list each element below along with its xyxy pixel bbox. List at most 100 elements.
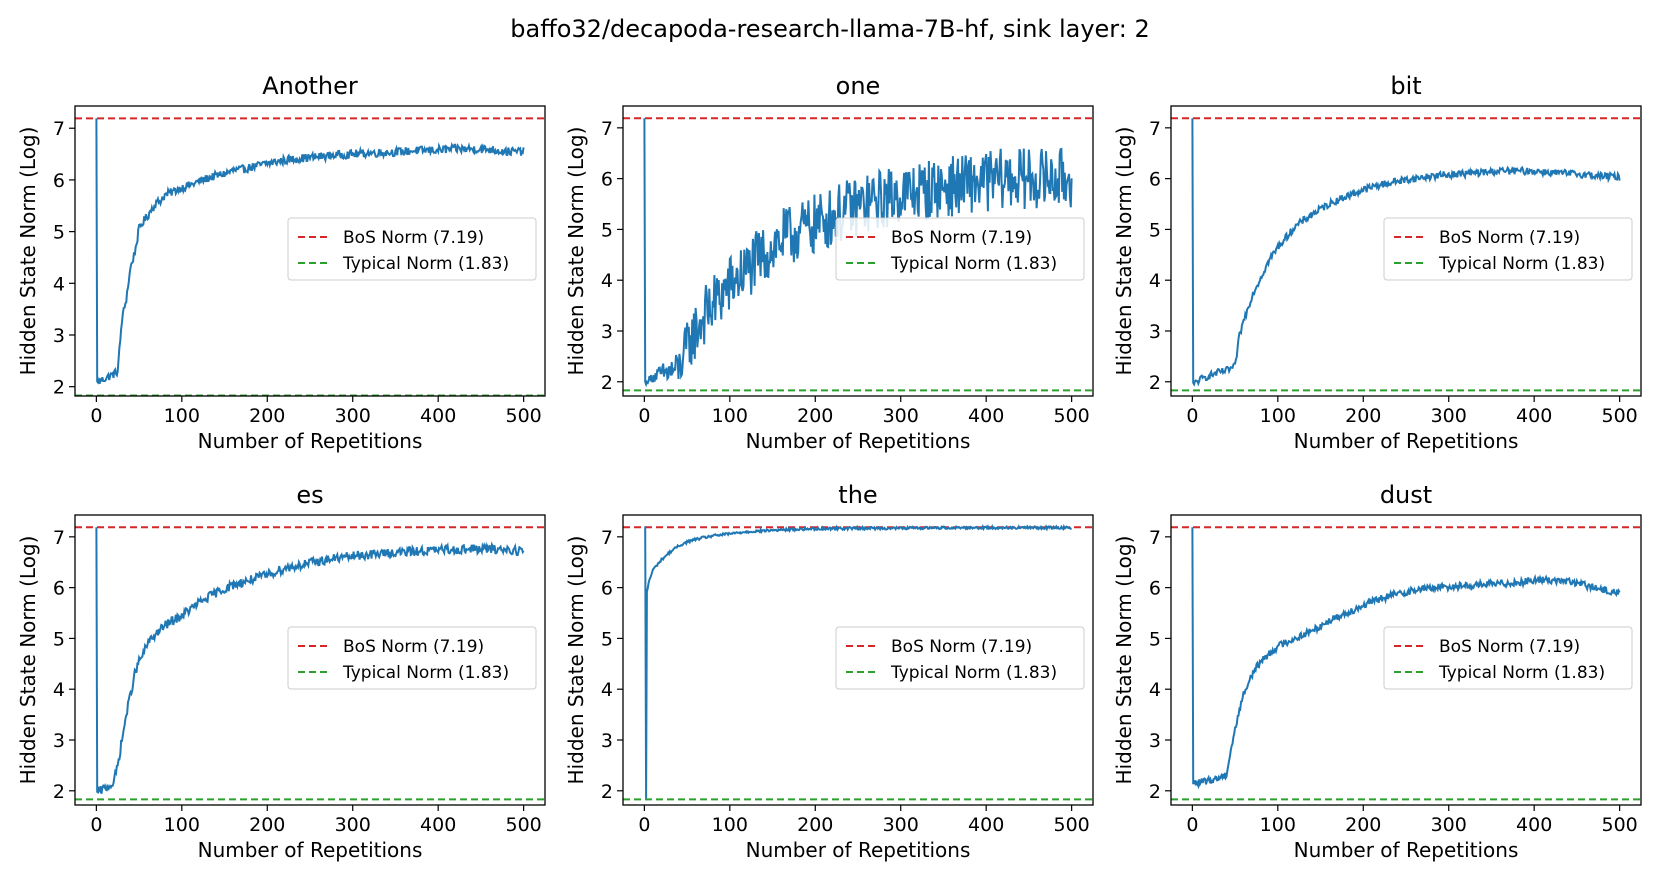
axes-frame: [1170, 514, 1642, 806]
y-tick-label: 6: [601, 578, 613, 600]
chart-panel: Another 0 100 200 300 400 500 2 3 4 5 6 7 Number of R…: [16, 72, 546, 453]
x-tick-label: 300: [883, 814, 919, 836]
legend-box: [287, 217, 537, 281]
x-tick-label: 400: [1516, 405, 1552, 427]
x-tick-label: 0: [90, 405, 102, 427]
legend-typical-label: Typical Norm (1.83): [342, 663, 509, 683]
y-tick-label: 4: [53, 679, 65, 701]
y-axis-label: Hidden State Norm (Log): [16, 127, 40, 376]
chart-title: the: [838, 481, 877, 509]
axes-frame: [74, 105, 546, 397]
y-axis-label: Hidden State Norm (Log): [1112, 536, 1136, 785]
chart-title: es: [296, 481, 323, 509]
chart-panel: dust 0 100 200 300 400 500 2 3 4 5 6 7 Number of Repe…: [1112, 481, 1642, 862]
series-line: [1191, 527, 1621, 790]
figure-suptitle: baffo32/decapoda-research-llama-7B-hf, s…: [510, 15, 1149, 43]
y-tick-label: 6: [601, 169, 613, 191]
legend: BoS Norm (7.19) Typical Norm (1.83): [287, 626, 537, 690]
x-tick-label: 200: [797, 814, 833, 836]
x-axis-label: Number of Repetitions: [198, 429, 423, 453]
x-tick-label: 0: [638, 405, 650, 427]
y-tick-label: 2: [1149, 781, 1161, 803]
x-axis-label: Number of Repetitions: [746, 838, 971, 862]
y-tick-label: 7: [53, 118, 65, 140]
chart-title: one: [836, 72, 881, 100]
legend-box: [835, 626, 1085, 690]
series-line: [643, 118, 1073, 388]
legend: BoS Norm (7.19) Typical Norm (1.83): [835, 217, 1085, 281]
x-tick-label: 0: [90, 814, 102, 836]
y-tick-label: 3: [1149, 321, 1161, 343]
x-tick-label: 400: [1516, 814, 1552, 836]
x-tick-label: 200: [797, 405, 833, 427]
y-tick-label: 2: [53, 377, 65, 399]
y-tick-label: 2: [1149, 372, 1161, 394]
y-axis-label: Hidden State Norm (Log): [16, 536, 40, 785]
x-axis-label: Number of Repetitions: [1294, 429, 1519, 453]
x-tick-label: 300: [883, 405, 919, 427]
y-tick-label: 7: [53, 527, 65, 549]
y-tick-label: 6: [53, 578, 65, 600]
x-tick-label: 300: [335, 405, 371, 427]
legend-box: [287, 626, 537, 690]
y-tick-label: 6: [1149, 169, 1161, 191]
y-tick-label: 5: [601, 628, 613, 650]
y-tick-label: 6: [53, 170, 65, 192]
legend: BoS Norm (7.19) Typical Norm (1.83): [287, 217, 537, 281]
chart-plot-area: [1171, 117, 1641, 392]
chart-plot-area: [623, 117, 1093, 392]
y-tick-label: 3: [601, 321, 613, 343]
y-tick-label: 3: [53, 325, 65, 347]
y-tick-label: 5: [53, 222, 65, 244]
x-tick-label: 500: [506, 405, 542, 427]
y-tick-label: 4: [601, 270, 613, 292]
axes-frame: [1170, 105, 1642, 397]
y-axis-label: Hidden State Norm (Log): [564, 127, 588, 376]
y-axis-label: Hidden State Norm (Log): [564, 536, 588, 785]
x-tick-label: 500: [1054, 405, 1090, 427]
x-tick-label: 400: [968, 814, 1004, 836]
chart-panel: the 0 100 200 300 400 500 2 3 4 5 6 7 Number of Repet…: [564, 481, 1094, 862]
legend-box: [835, 217, 1085, 281]
y-tick-label: 2: [601, 781, 613, 803]
legend-box: [1383, 217, 1633, 281]
x-tick-label: 200: [1345, 405, 1381, 427]
y-tick-label: 4: [1149, 679, 1161, 701]
legend-bos-label: BoS Norm (7.19): [1439, 637, 1580, 657]
x-tick-label: 200: [1345, 814, 1381, 836]
chart-panel: bit 0 100 200 300 400 500 2 3 4 5 6 7 Number of Repet…: [1112, 72, 1642, 453]
chart-plot-area: [75, 526, 545, 801]
legend-typical-label: Typical Norm (1.83): [890, 254, 1057, 274]
y-tick-label: 5: [1149, 219, 1161, 241]
y-tick-label: 4: [53, 273, 65, 295]
x-axis-label: Number of Repetitions: [1294, 838, 1519, 862]
legend: BoS Norm (7.19) Typical Norm (1.83): [1383, 217, 1633, 281]
y-tick-label: 7: [1149, 527, 1161, 549]
y-tick-label: 5: [53, 628, 65, 650]
x-tick-label: 300: [335, 814, 371, 836]
axes-frame: [74, 514, 546, 806]
x-tick-label: 400: [420, 814, 456, 836]
legend: BoS Norm (7.19) Typical Norm (1.83): [835, 626, 1085, 690]
legend-bos-label: BoS Norm (7.19): [891, 228, 1032, 248]
x-tick-label: 400: [968, 405, 1004, 427]
axes-frame: [622, 105, 1094, 397]
x-tick-label: 0: [1186, 814, 1198, 836]
x-tick-label: 500: [1602, 405, 1638, 427]
y-tick-label: 7: [601, 118, 613, 140]
legend-typical-label: Typical Norm (1.83): [1438, 254, 1605, 274]
y-tick-label: 5: [601, 219, 613, 241]
y-tick-label: 7: [1149, 118, 1161, 140]
x-tick-label: 100: [1260, 405, 1296, 427]
x-tick-label: 100: [712, 405, 748, 427]
chart-panel: es 0 100 200 300 400 500 2 3 4 5 6 7 Number of Repeti…: [16, 481, 546, 862]
x-tick-label: 300: [1431, 814, 1467, 836]
y-tick-label: 2: [53, 781, 65, 803]
series-line: [1191, 118, 1621, 387]
x-axis-label: Number of Repetitions: [198, 838, 423, 862]
legend-typical-label: Typical Norm (1.83): [1438, 663, 1605, 683]
x-tick-label: 200: [249, 814, 285, 836]
chart-title: dust: [1380, 481, 1432, 509]
y-tick-label: 7: [601, 527, 613, 549]
x-tick-label: 500: [506, 814, 542, 836]
